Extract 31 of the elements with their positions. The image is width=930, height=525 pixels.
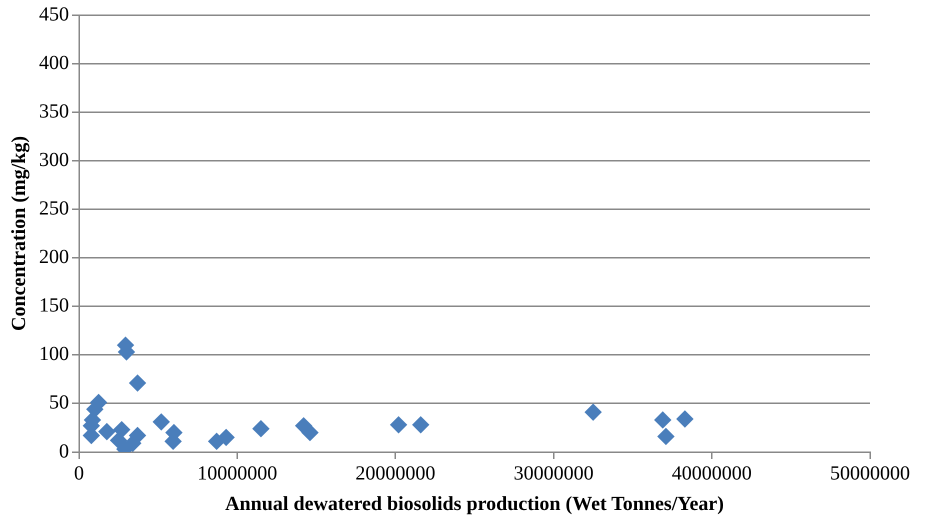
x-tick-label: 10000000 (197, 462, 278, 484)
x-tick-label: 50000000 (830, 462, 910, 484)
y-tick-label: 50 (49, 392, 69, 414)
y-tick-label: 200 (39, 246, 69, 268)
point (129, 374, 146, 392)
y-tick-label: 250 (39, 197, 69, 220)
y-tick-label: 150 (39, 294, 69, 317)
x-tick-label: 40000000 (672, 462, 752, 484)
point (113, 421, 130, 438)
point (676, 410, 694, 428)
y-tick-label: 100 (39, 343, 69, 366)
point (390, 416, 408, 434)
x-tick-label: 0 (74, 462, 84, 484)
point (657, 428, 674, 445)
point (584, 404, 602, 421)
y-tick-label: 450 (39, 3, 69, 26)
point (252, 420, 270, 438)
y-tick-label: 400 (39, 52, 69, 74)
y-axis-title: Concentration (mg/kg) (8, 136, 30, 331)
x-tick-label: 30000000 (514, 462, 594, 484)
point (218, 428, 235, 446)
y-tick-label: 300 (39, 148, 69, 171)
point (654, 411, 672, 428)
x-axis-title: Annual dewatered biosolids production (Wet Tonnes/Year) (225, 493, 724, 516)
point (152, 413, 170, 430)
x-tick-label: 20000000 (355, 462, 436, 484)
point (301, 424, 318, 442)
y-tick-label: 350 (39, 100, 69, 122)
point (98, 423, 116, 440)
point (412, 416, 430, 434)
y-tick-label: 0 (59, 440, 69, 462)
